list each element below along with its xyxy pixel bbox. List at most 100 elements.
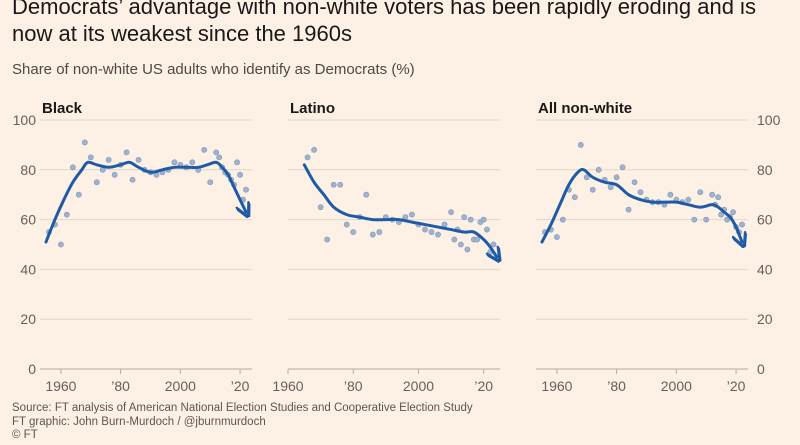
data-point bbox=[216, 154, 223, 161]
data-point bbox=[619, 164, 626, 171]
data-point bbox=[464, 246, 471, 253]
data-point bbox=[93, 179, 100, 186]
data-point bbox=[739, 221, 745, 228]
y-tick-label-right: 60 bbox=[757, 212, 773, 228]
data-point bbox=[123, 149, 130, 156]
chart-footer: Source: FT analysis of American National… bbox=[12, 402, 473, 443]
data-point bbox=[554, 234, 560, 240]
graphic-credit: FT graphic: John Burn-Murdoch / @jburnmu… bbox=[12, 415, 266, 428]
data-point bbox=[376, 229, 383, 235]
trend-line bbox=[44, 160, 246, 244]
data-point bbox=[577, 141, 584, 148]
data-point bbox=[369, 231, 376, 238]
data-point bbox=[237, 171, 243, 178]
trend-line bbox=[302, 163, 496, 257]
data-point bbox=[81, 139, 88, 146]
data-point bbox=[461, 214, 468, 221]
data-point bbox=[201, 146, 208, 153]
data-point bbox=[422, 226, 428, 233]
data-point bbox=[350, 229, 357, 235]
panel-all-non-white: 1960 ’80 2000 ’20 All non-white bbox=[536, 100, 748, 394]
data-point bbox=[207, 179, 214, 186]
data-point bbox=[559, 216, 566, 223]
y-tick-label-left: 80 bbox=[20, 162, 36, 178]
data-point bbox=[715, 194, 722, 201]
x-tick-label: ’80 bbox=[111, 378, 130, 394]
data-point bbox=[685, 196, 692, 203]
data-point bbox=[589, 186, 596, 193]
data-point bbox=[467, 216, 474, 223]
data-point bbox=[631, 179, 638, 186]
data-point bbox=[625, 206, 632, 213]
data-point bbox=[730, 209, 736, 216]
panel-title: Latino bbox=[290, 100, 335, 117]
panel-latino: 1960 ’80 2000 ’20 Latino bbox=[272, 100, 500, 394]
x-tick-label: 1960 bbox=[541, 378, 572, 394]
y-tick-label-right: 100 bbox=[757, 112, 781, 128]
data-point bbox=[441, 221, 448, 228]
data-point bbox=[69, 164, 76, 171]
y-tick-label-left: 0 bbox=[28, 361, 36, 377]
data-point bbox=[189, 159, 196, 166]
data-point bbox=[709, 191, 716, 198]
data-point bbox=[324, 236, 331, 243]
y-tick-label-left: 100 bbox=[13, 112, 37, 128]
data-point bbox=[343, 221, 350, 228]
y-tick-label-right: 20 bbox=[757, 311, 773, 327]
data-point bbox=[718, 211, 725, 218]
data-point bbox=[697, 189, 704, 196]
data-point bbox=[87, 154, 94, 161]
x-tick-label: ’80 bbox=[344, 378, 363, 394]
data-point bbox=[571, 194, 578, 201]
data-point bbox=[637, 189, 644, 196]
data-point bbox=[484, 226, 490, 233]
data-point bbox=[330, 181, 337, 188]
data-point bbox=[171, 159, 178, 166]
trend-line bbox=[540, 167, 742, 242]
data-point bbox=[213, 149, 220, 156]
data-point bbox=[583, 174, 590, 181]
data-point bbox=[474, 236, 481, 243]
data-point bbox=[363, 191, 370, 198]
x-tick-label: ’20 bbox=[231, 378, 250, 394]
data-point bbox=[304, 154, 311, 161]
chart-title: Democrats’ advantage with non-white vote… bbox=[12, 0, 756, 46]
x-tick-label: 1960 bbox=[45, 378, 76, 394]
data-point bbox=[703, 216, 710, 223]
data-point bbox=[105, 156, 112, 163]
data-point bbox=[135, 156, 142, 163]
x-tick-label: 2000 bbox=[661, 378, 692, 394]
x-tick-label: 2000 bbox=[403, 378, 434, 394]
data-point bbox=[63, 211, 70, 218]
x-tick-label: ’80 bbox=[607, 378, 626, 394]
data-point bbox=[129, 176, 136, 183]
y-tick-label-right: 0 bbox=[757, 361, 765, 377]
data-point bbox=[243, 186, 249, 193]
source-note: Source: FT analysis of American National… bbox=[12, 402, 473, 414]
data-point bbox=[451, 236, 458, 243]
data-point bbox=[691, 216, 698, 223]
y-tick-label-right: 80 bbox=[757, 162, 773, 178]
x-tick-label: ’20 bbox=[474, 378, 493, 394]
data-point bbox=[337, 181, 344, 188]
data-point bbox=[490, 241, 497, 248]
panel-black: 1960 ’80 2000 ’20 Black bbox=[40, 100, 252, 394]
data-point bbox=[409, 211, 415, 218]
y-tick-label-right: 40 bbox=[757, 261, 773, 277]
panel-title: All non-white bbox=[538, 100, 632, 117]
y-tick-label-left: 40 bbox=[20, 261, 36, 277]
data-point bbox=[607, 184, 614, 191]
data-point bbox=[234, 159, 240, 166]
data-point bbox=[595, 166, 602, 173]
data-point bbox=[311, 146, 317, 153]
x-tick-label: 2000 bbox=[165, 378, 196, 394]
data-point bbox=[428, 229, 435, 235]
data-point bbox=[317, 204, 324, 211]
data-point bbox=[613, 174, 620, 181]
y-tick-label-left: 60 bbox=[20, 212, 36, 228]
y-tick-label-left: 20 bbox=[20, 311, 36, 327]
data-point bbox=[480, 216, 487, 223]
copyright: © FT bbox=[12, 429, 38, 442]
data-point bbox=[58, 241, 64, 248]
